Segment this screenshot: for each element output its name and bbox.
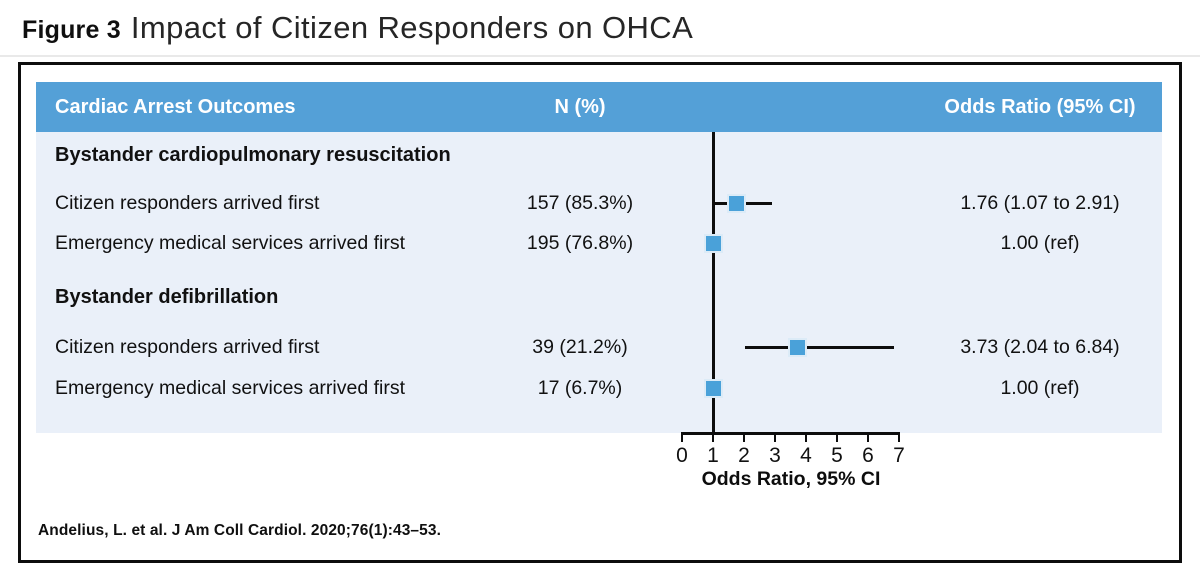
row-label: Emergency medical services arrived first	[55, 377, 406, 399]
header-odds-ratio: Odds Ratio (95% CI)	[944, 96, 1136, 118]
figure-label: Figure 3	[22, 16, 121, 44]
title-divider	[0, 55, 1200, 57]
citation-text: Andelius, L. et al. J Am Coll Cardiol. 2…	[38, 522, 441, 539]
row-n-value: 195 (76.8%)	[526, 232, 634, 254]
row-odds-ratio-value: 1.00 (ref)	[1000, 232, 1080, 254]
row-odds-ratio-value: 3.73 (2.04 to 6.84)	[960, 336, 1120, 358]
header-outcomes: Cardiac Arrest Outcomes	[55, 96, 296, 118]
table-row: Citizen responders arrived first 39 (21.…	[36, 332, 1162, 362]
table-header-row: Cardiac Arrest Outcomes N (%) Odds Ratio…	[36, 82, 1162, 132]
figure-title: Figure 3 Impact of Citizen Responders on…	[22, 10, 693, 46]
table-body: Bystander cardiopulmonary resuscitation …	[36, 82, 1162, 433]
table-row: Emergency medical services arrived first…	[36, 228, 1162, 258]
section-label: Bystander defibrillation	[55, 286, 279, 308]
row-n-value: 17 (6.7%)	[537, 377, 623, 399]
section-label: Bystander cardiopulmonary resuscitation	[55, 144, 451, 166]
row-odds-ratio-value: 1.76 (1.07 to 2.91)	[960, 192, 1120, 214]
row-label: Citizen responders arrived first	[55, 336, 320, 358]
table-row: Citizen responders arrived first 157 (85…	[36, 188, 1162, 218]
row-n-value: 157 (85.3%)	[526, 192, 634, 214]
row-n-value: 39 (21.2%)	[532, 336, 628, 358]
figure-name: Impact of Citizen Responders on OHCA	[130, 10, 694, 45]
row-label: Citizen responders arrived first	[55, 192, 320, 214]
row-label: Emergency medical services arrived first	[55, 232, 406, 254]
table-row: Emergency medical services arrived first…	[36, 373, 1162, 403]
table-background	[36, 82, 1162, 433]
header-n-percent: N (%)	[554, 96, 606, 118]
row-odds-ratio-value: 1.00 (ref)	[1000, 377, 1080, 399]
section-header-defibrillation: Bystander defibrillation	[36, 282, 1162, 312]
section-header-cpr: Bystander cardiopulmonary resuscitation	[36, 140, 1162, 170]
